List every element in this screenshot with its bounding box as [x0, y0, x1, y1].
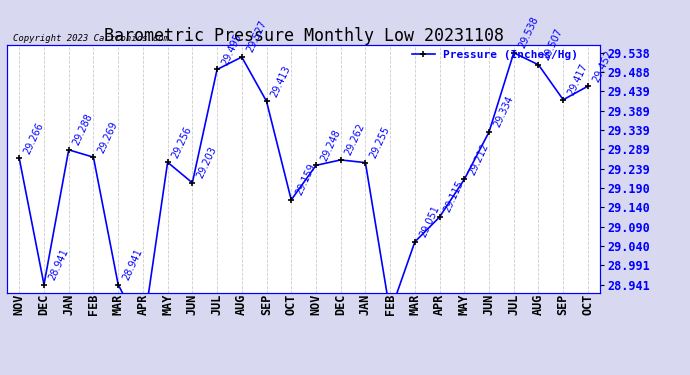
Pressure (Inches/Hg): [559, 98, 567, 102]
Legend: Pressure (Inches/Hg): Pressure (Inches/Hg): [408, 46, 583, 64]
Pressure (Inches/Hg): [139, 330, 147, 334]
Text: 29.538: 29.538: [517, 15, 540, 50]
Pressure (Inches/Hg): [584, 84, 592, 88]
Pressure (Inches/Hg): [89, 155, 97, 159]
Pressure (Inches/Hg): [435, 215, 444, 219]
Text: 29.203: 29.203: [195, 145, 219, 180]
Text: 29.248: 29.248: [319, 128, 342, 163]
Pressure (Inches/Hg): [15, 156, 23, 160]
Text: 29.413: 29.413: [269, 64, 293, 99]
Pressure (Inches/Hg): [65, 148, 73, 152]
Pressure (Inches/Hg): [287, 198, 295, 202]
Text: 29.495: 29.495: [220, 32, 243, 67]
Text: 29.452: 29.452: [591, 48, 614, 83]
Pressure (Inches/Hg): [237, 55, 246, 59]
Text: 29.255: 29.255: [368, 125, 392, 160]
Text: 29.159: 29.159: [294, 162, 317, 197]
Pressure (Inches/Hg): [188, 181, 197, 185]
Text: 28.869: 28.869: [0, 374, 1, 375]
Text: 29.051: 29.051: [417, 204, 441, 239]
Text: 29.266: 29.266: [22, 121, 46, 156]
Text: 29.269: 29.269: [96, 120, 119, 154]
Pressure (Inches/Hg): [460, 177, 469, 182]
Pressure (Inches/Hg): [337, 158, 345, 162]
Text: 29.212: 29.212: [467, 141, 491, 177]
Text: 28.941: 28.941: [121, 247, 144, 282]
Pressure (Inches/Hg): [485, 130, 493, 134]
Pressure (Inches/Hg): [164, 160, 172, 165]
Text: 29.527: 29.527: [244, 19, 268, 54]
Pressure (Inches/Hg): [312, 163, 320, 168]
Pressure (Inches/Hg): [362, 160, 370, 165]
Pressure (Inches/Hg): [213, 67, 221, 72]
Pressure (Inches/Hg): [534, 63, 542, 67]
Text: 29.507: 29.507: [541, 27, 564, 62]
Text: Copyright 2023 Cartronics.com: Copyright 2023 Cartronics.com: [13, 33, 169, 42]
Text: 28.818: 28.818: [0, 374, 1, 375]
Pressure (Inches/Hg): [40, 282, 48, 287]
Text: 29.256: 29.256: [170, 124, 194, 159]
Text: 29.288: 29.288: [72, 112, 95, 147]
Text: 29.417: 29.417: [566, 62, 589, 97]
Pressure (Inches/Hg): [386, 310, 394, 315]
Pressure (Inches/Hg): [262, 99, 270, 104]
Text: 29.334: 29.334: [492, 94, 515, 129]
Text: 29.262: 29.262: [344, 122, 367, 157]
Pressure (Inches/Hg): [510, 51, 518, 55]
Text: 29.115: 29.115: [442, 179, 466, 214]
Line: Pressure (Inches/Hg): Pressure (Inches/Hg): [16, 49, 591, 336]
Pressure (Inches/Hg): [114, 282, 122, 287]
Title: Barometric Pressure Monthly Low 20231108: Barometric Pressure Monthly Low 20231108: [104, 27, 504, 45]
Text: 28.941: 28.941: [47, 247, 70, 282]
Pressure (Inches/Hg): [411, 240, 419, 244]
